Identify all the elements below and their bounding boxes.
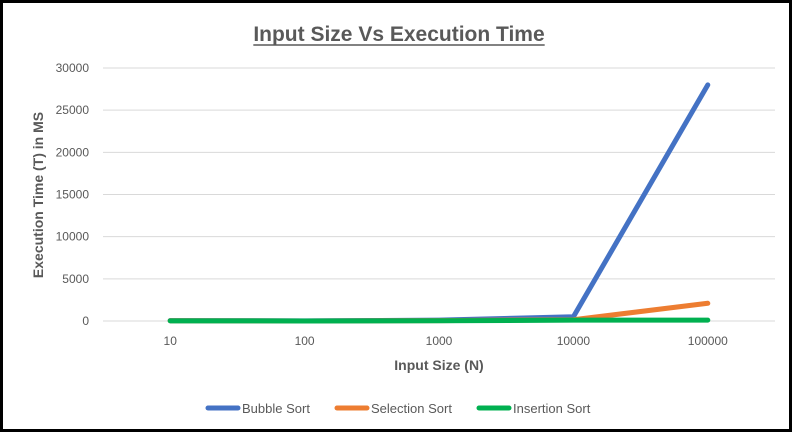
series-line-bubble-sort	[167, 82, 711, 324]
x-tick-label: 10	[164, 334, 178, 348]
y-axis-title: Execution Time (T) in MS	[30, 112, 46, 278]
x-tick-label: 1000	[426, 334, 453, 348]
y-tick-label: 5000	[62, 272, 89, 286]
legend-label: Bubble Sort	[242, 401, 310, 416]
legend: Bubble Sort Selection Sort Insertion Sort	[205, 401, 591, 416]
chart-title: Input Size Vs Execution Time	[253, 23, 544, 46]
x-tick-label: 100000	[688, 334, 728, 348]
x-tick-label: 10000	[557, 334, 591, 348]
series-line-insertion-sort	[167, 317, 711, 324]
y-tick-label: 30000	[56, 61, 90, 75]
line-chart: 0 5000 10000 15000 20000 25000 30000 10 100 1000…	[30, 23, 775, 416]
legend-label: Insertion Sort	[513, 401, 591, 416]
x-tick-label: 100	[295, 334, 315, 348]
series-lines	[167, 82, 711, 324]
y-axis-ticks: 0 5000 10000 15000 20000 25000 30000	[56, 61, 90, 328]
y-tick-label: 0	[82, 314, 89, 328]
y-tick-label: 10000	[56, 230, 90, 244]
y-tick-label: 20000	[56, 145, 90, 159]
y-tick-label: 25000	[56, 103, 90, 117]
legend-label: Selection Sort	[371, 401, 452, 416]
x-axis-ticks: 10 100 1000 10000 100000	[164, 334, 729, 348]
y-tick-label: 15000	[56, 188, 90, 202]
x-axis-title: Input Size (N)	[394, 357, 483, 373]
gridlines	[103, 67, 775, 322]
